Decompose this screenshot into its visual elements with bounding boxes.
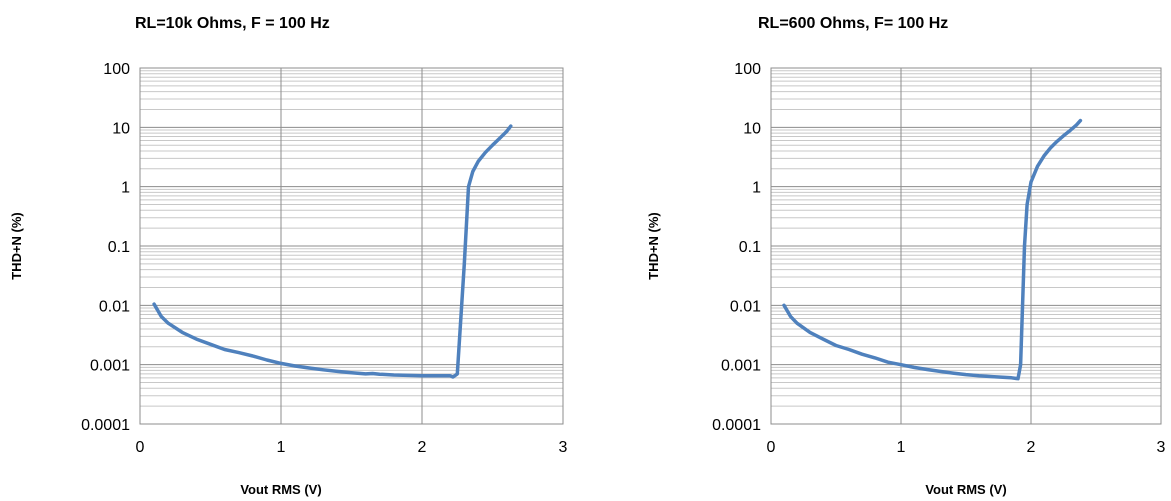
- y-tick-label: 1: [752, 180, 761, 197]
- x-tick-label: 3: [559, 439, 568, 456]
- y-tick-label: 10: [112, 120, 130, 137]
- y-tick-label: 0.01: [730, 298, 761, 315]
- y-tick-label: 0.001: [90, 358, 130, 375]
- y-tick-label: 1: [121, 180, 130, 197]
- chart-rl-600: RL=600 Ohms, F= 100 Hz 0.0001 0.001 0.01 0.…: [616, 0, 1171, 501]
- y-tick-label: 0.001: [721, 358, 761, 375]
- y-axis-label: THD+N (%): [9, 212, 24, 280]
- chart-title: RL=600 Ohms, F= 100 Hz: [758, 15, 948, 32]
- x-tick-label: 1: [897, 439, 906, 456]
- x-tick-label: 0: [136, 439, 145, 456]
- chart-rl-10k-svg: RL=10k Ohms, F = 100 Hz 0.00010.0010.010…: [9, 15, 568, 497]
- chart-rl-10k: RL=10k Ohms, F = 100 Hz 0.0001 0.001 0.01 0…: [0, 0, 585, 501]
- y-tick-labels: 0.0001 0.001 0.01 0.1 1 10 100: [712, 61, 761, 434]
- x-tick-label: 0: [767, 439, 776, 456]
- x-tick-label: 3: [1157, 439, 1166, 456]
- y-tick-label: 0.0001: [712, 417, 761, 434]
- y-tick-label: 100: [734, 61, 761, 78]
- plot-area: [139, 67, 564, 425]
- gridlines: [139, 67, 564, 425]
- x-axis-label: Vout RMS (V): [240, 482, 321, 497]
- chart-title: RL=10k Ohms, F = 100 Hz: [135, 15, 330, 32]
- plot-area: [770, 67, 1162, 425]
- x-tick-label: 2: [1027, 439, 1036, 456]
- y-tick-label: 0.1: [739, 239, 761, 256]
- y-tick-labels: 0.0001 0.001 0.01 0.1 1 10 100: [81, 61, 130, 434]
- x-tick-labels: 0 1 2 3: [136, 439, 568, 456]
- y-tick-label: 100: [103, 61, 130, 78]
- series-line: [782, 118, 1083, 381]
- y-tick-label: 0.1: [108, 239, 130, 256]
- gridlines: [770, 67, 1162, 425]
- x-tick-labels: 0 1 2 3: [767, 439, 1166, 456]
- series-line: [152, 124, 513, 379]
- chart-rl-600-svg: RL=600 Ohms, F= 100 Hz 0.00010.0010.010.…: [646, 15, 1166, 497]
- x-tick-label: 2: [418, 439, 427, 456]
- y-tick-label: 10: [743, 120, 761, 137]
- x-tick-label: 1: [277, 439, 286, 456]
- x-axis-label: Vout RMS (V): [925, 482, 1006, 497]
- y-tick-label: 0.0001: [81, 417, 130, 434]
- y-axis-label: THD+N (%): [646, 212, 661, 280]
- y-tick-label: 0.01: [99, 298, 130, 315]
